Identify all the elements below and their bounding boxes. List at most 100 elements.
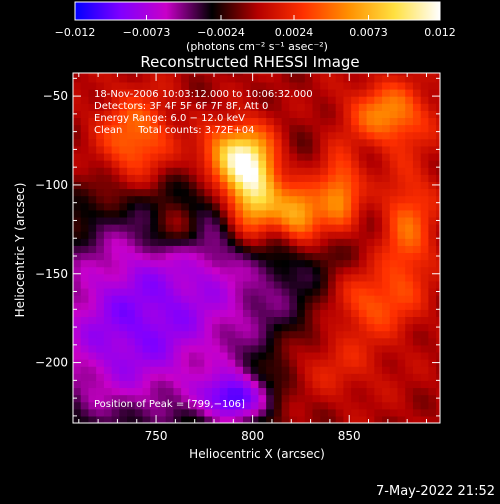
heatmap-cell: [289, 224, 298, 232]
heatmap-cell: [258, 344, 267, 353]
heatmap-cell: [397, 344, 406, 353]
heatmap-cell: [366, 96, 375, 104]
heatmap-cell: [212, 316, 221, 325]
heatmap-cell: [181, 373, 190, 381]
heatmap-cell: [134, 202, 144, 211]
heatmap-cell: [273, 316, 283, 325]
heatmap-cell: [150, 351, 159, 360]
heatmap-cell: [165, 408, 175, 417]
heatmap-cell: [389, 202, 399, 211]
heatmap-cell: [351, 273, 360, 282]
heatmap-cell: [134, 181, 144, 190]
heatmap-cell: [358, 209, 368, 218]
heatmap-cell: [96, 401, 105, 410]
heatmap-cell: [312, 245, 321, 254]
heatmap-cell: [96, 387, 105, 396]
heatmap-cell: [73, 387, 82, 396]
heatmap-cell: [96, 280, 105, 289]
heatmap-cell: [374, 295, 383, 303]
heatmap-cell: [412, 73, 422, 76]
heatmap-cell: [405, 231, 414, 239]
heatmap-cell: [173, 302, 182, 310]
heatmap-cell: [297, 216, 306, 225]
heatmap-cell: [235, 259, 244, 268]
heatmap-cell: [312, 110, 321, 119]
heatmap-cell: [374, 74, 383, 83]
heatmap-cell: [250, 280, 260, 289]
heatmap-cell: [366, 174, 375, 182]
heatmap-cell: [405, 195, 414, 204]
heatmap-cell: [436, 160, 440, 168]
heatmap-cell: [312, 138, 321, 147]
heatmap-cell: [428, 245, 437, 254]
heatmap-cell: [289, 295, 298, 303]
heatmap-cell: [258, 117, 267, 126]
heatmap-cell: [405, 266, 414, 275]
heatmap-cell: [196, 273, 205, 282]
heatmap-cell: [327, 245, 337, 254]
heatmap-cell: [96, 415, 105, 423]
heatmap-cell: [242, 401, 252, 410]
heatmap-cell: [289, 252, 298, 261]
heatmap-cell: [250, 209, 260, 218]
heatmap-cell: [173, 138, 182, 147]
heatmap-cell: [103, 131, 113, 140]
heatmap-cell: [327, 380, 337, 389]
heatmap-cell: [96, 344, 105, 353]
heatmap-cell: [266, 110, 275, 119]
heatmap-cell: [227, 231, 236, 239]
heatmap-cell: [204, 387, 213, 396]
heatmap-cell: [382, 117, 391, 126]
heatmap-cell: [103, 309, 113, 318]
heatmap-cell: [289, 174, 298, 182]
heatmap-cell: [397, 266, 406, 275]
heatmap-cell: [181, 96, 190, 104]
heatmap-cell: [150, 202, 159, 211]
heatmap-cell: [250, 224, 260, 232]
heatmap-cell: [351, 131, 360, 140]
heatmap-cell: [343, 373, 352, 381]
heatmap-cell: [405, 366, 414, 374]
heatmap-cell: [281, 302, 290, 310]
heatmap-cell: [420, 273, 430, 282]
heatmap-cell: [312, 167, 321, 175]
heatmap-cell: [181, 138, 190, 147]
heatmap-cell: [127, 73, 136, 76]
heatmap-cell: [173, 408, 182, 417]
heatmap-cell: [127, 359, 136, 367]
heatmap-cell: [88, 259, 97, 268]
heatmap-cell: [96, 88, 105, 97]
heatmap-cell: [212, 359, 221, 367]
heatmap-cell: [312, 316, 321, 325]
heatmap-cell: [358, 394, 368, 403]
heatmap-cell: [258, 131, 267, 140]
heatmap-cell: [119, 415, 128, 423]
heatmap-cell: [389, 337, 399, 346]
heatmap-cell: [196, 238, 205, 246]
heatmap-cell: [242, 131, 252, 140]
heatmap-cell: [405, 181, 414, 190]
heatmap-cell: [428, 330, 437, 339]
heatmap-cell: [343, 408, 352, 417]
heatmap-cell: [297, 160, 306, 168]
heatmap-cell: [258, 295, 267, 303]
heatmap-cell: [327, 351, 337, 360]
heatmap-cell: [88, 96, 97, 104]
heatmap-cell: [212, 373, 221, 381]
heatmap-cell: [196, 181, 205, 190]
heatmap-cell: [374, 202, 383, 211]
heatmap-cell: [165, 302, 175, 310]
heatmap-cell: [258, 252, 267, 261]
heatmap-cell: [188, 188, 198, 197]
heatmap-cell: [312, 152, 321, 161]
heatmap-cell: [196, 245, 205, 254]
heatmap-cell: [96, 351, 105, 360]
heatmap-cell: [150, 145, 159, 154]
heatmap-cell: [273, 74, 283, 83]
heatmap-cell: [312, 408, 321, 417]
heatmap-cell: [374, 103, 383, 111]
heatmap-cell: [258, 216, 267, 225]
heatmap-cell: [250, 344, 260, 353]
heatmap-cell: [173, 373, 182, 381]
heatmap-cell: [96, 394, 105, 403]
